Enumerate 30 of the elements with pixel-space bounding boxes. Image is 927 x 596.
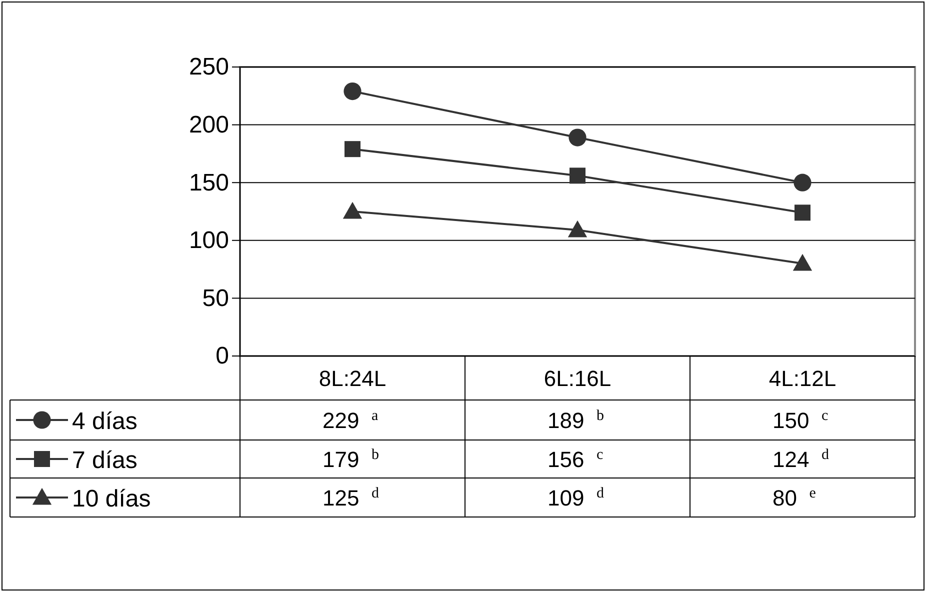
legend-label: 10 días xyxy=(72,486,151,512)
point xyxy=(344,141,360,158)
y-tick-label: 250 xyxy=(188,54,229,81)
x-tick-label: 8L:24L xyxy=(318,366,386,391)
y-tick-label: 0 xyxy=(216,342,229,370)
point xyxy=(568,220,588,238)
data-label: 150 $^{c}$ xyxy=(772,408,828,433)
point xyxy=(568,128,586,146)
legend-label: 7 días xyxy=(72,447,138,474)
point xyxy=(794,174,812,192)
point xyxy=(792,254,812,271)
point xyxy=(342,202,362,219)
data-label: 189 $^{b}$ xyxy=(548,408,604,433)
x-tick-label: 6L:16L xyxy=(544,366,612,391)
data-label: 156 $^{c}$ xyxy=(548,447,604,472)
point xyxy=(344,82,362,100)
y-tick-label: 100 xyxy=(188,227,229,254)
y-tick-label: 200 xyxy=(188,111,229,138)
data-label: 124 $^{d}$ xyxy=(772,447,830,472)
point xyxy=(570,168,586,184)
x-tick-label: 4L:12L xyxy=(768,366,836,391)
y-tick-label: 50 xyxy=(202,284,229,312)
legend-label: 4 días xyxy=(72,408,138,435)
data-label: 109 $^{d}$ xyxy=(548,486,604,510)
y-tick-label: 150 xyxy=(188,169,229,196)
data-label: 125 $^{d}$ xyxy=(322,486,380,510)
point xyxy=(794,204,810,221)
data-label: 179 $^{b}$ xyxy=(322,447,379,472)
data-label: 80 $^{e}$ xyxy=(772,486,816,510)
data-label: 229 $^{a}$ xyxy=(322,408,378,433)
